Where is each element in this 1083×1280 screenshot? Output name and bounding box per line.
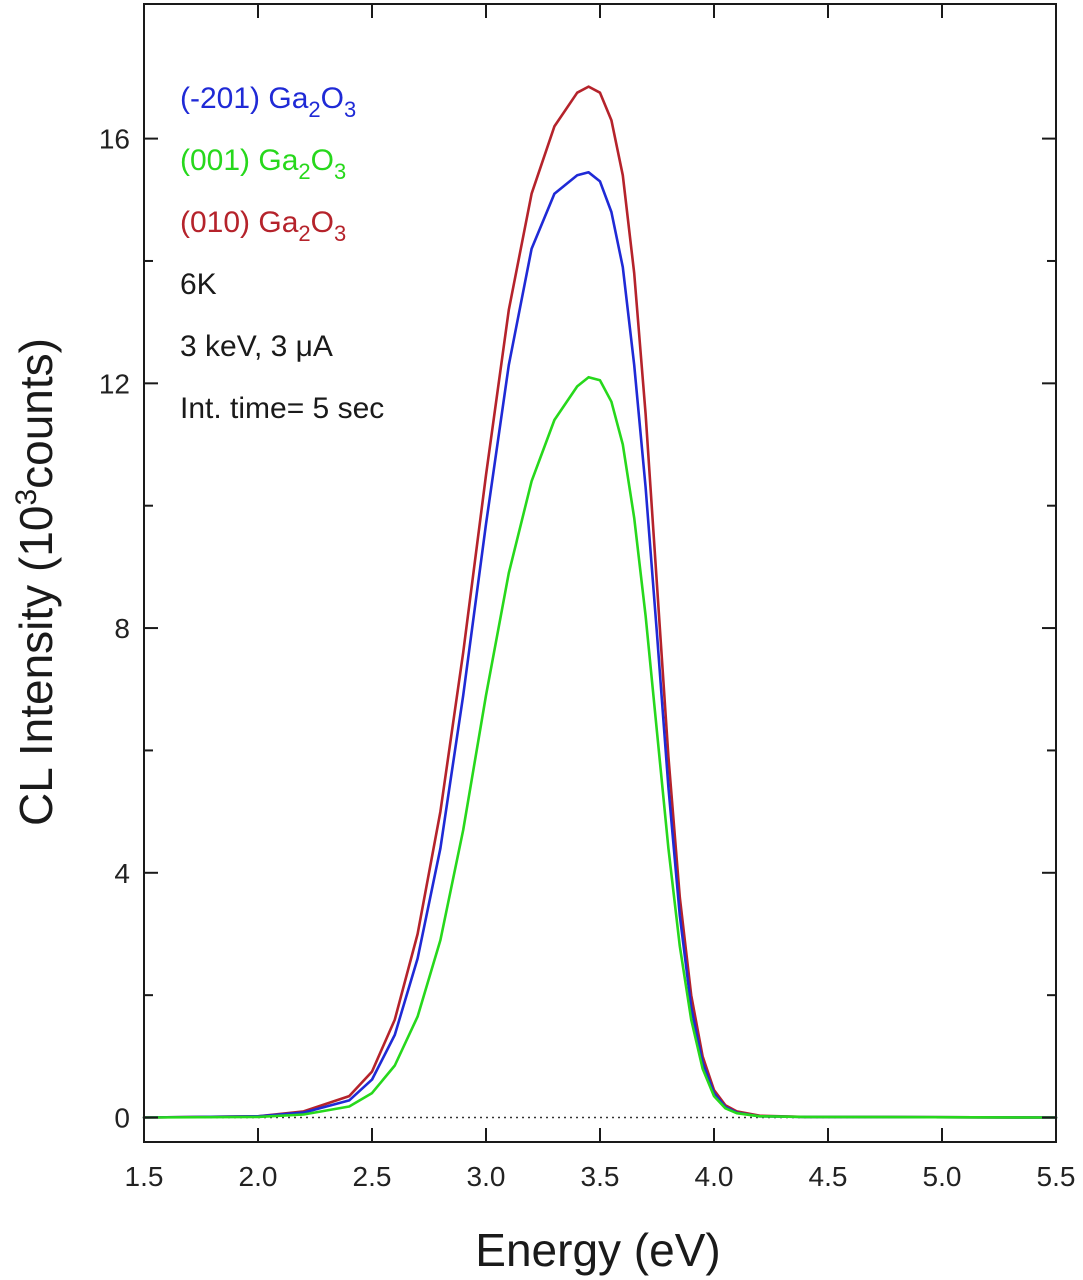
annotation-0: 6K: [180, 268, 217, 301]
y-tick-label: 8: [114, 613, 130, 644]
series-group: [142, 85, 1058, 1119]
legend-entry-part: (010) Ga: [180, 206, 299, 239]
x-tick-label: 2.5: [353, 1161, 392, 1192]
x-axis: 1.5 2.0 2.5 3.0 3.5 4.0 4.5 5.0 5.5: [125, 4, 1076, 1192]
legend-entry-part: 3: [334, 159, 346, 184]
legend-entry-part: 3: [344, 97, 356, 122]
x-tick-label: 4.5: [809, 1161, 848, 1192]
y-tick-label: 16: [99, 124, 130, 155]
x-tick-label: 4.0: [695, 1161, 734, 1192]
legend-entry-part: 2: [298, 159, 310, 184]
legend-entry-part: (-201) Ga: [180, 82, 309, 115]
legend-entry-part: (001) Ga: [180, 144, 299, 177]
legend-entry-part: O: [311, 206, 334, 239]
legend-entry-0: (-201) Ga2O3: [180, 82, 356, 122]
y-axis: 0 4 8 12 16: [99, 124, 1056, 1134]
legend-entry-2: (010) Ga2O3: [180, 206, 346, 246]
x-tick-label: 3.0: [467, 1161, 506, 1192]
series-line-1: [142, 171, 1058, 1119]
x-tick-label: 3.5: [581, 1161, 620, 1192]
x-tick-label: 5.0: [923, 1161, 962, 1192]
y-tick-label: 0: [114, 1103, 130, 1134]
y-axis-title-main: CL Intensity (10: [10, 506, 62, 826]
legend-entry-part: 2: [308, 97, 320, 122]
y-axis-title-superscript: 3: [10, 489, 43, 506]
x-axis-title: Energy (eV): [475, 1224, 720, 1276]
series-line-0: [142, 85, 1058, 1119]
annotations: 6K 3 keV, 3 μA Int. time= 5 sec: [180, 268, 384, 425]
x-tick-label: 5.5: [1037, 1161, 1076, 1192]
legend: (-201) Ga2O3(001) Ga2O3(010) Ga2O3: [180, 82, 356, 246]
annotation-2: Int. time= 5 sec: [180, 392, 384, 425]
y-axis-title-tail: counts): [10, 338, 62, 489]
x-tick-label: 1.5: [125, 1161, 164, 1192]
x-tick-label: 2.0: [239, 1161, 278, 1192]
legend-entry-1: (001) Ga2O3: [180, 144, 346, 184]
annotation-1: 3 keV, 3 μA: [180, 330, 333, 363]
y-tick-label: 12: [99, 368, 130, 399]
y-tick-label: 4: [114, 858, 130, 889]
legend-entry-part: 3: [334, 221, 346, 246]
legend-entry-part: 2: [298, 221, 310, 246]
legend-entry-part: O: [321, 82, 344, 115]
series-line-2: [142, 375, 1058, 1119]
y-axis-title: CL Intensity (103counts): [10, 338, 62, 826]
legend-entry-part: O: [311, 144, 334, 177]
